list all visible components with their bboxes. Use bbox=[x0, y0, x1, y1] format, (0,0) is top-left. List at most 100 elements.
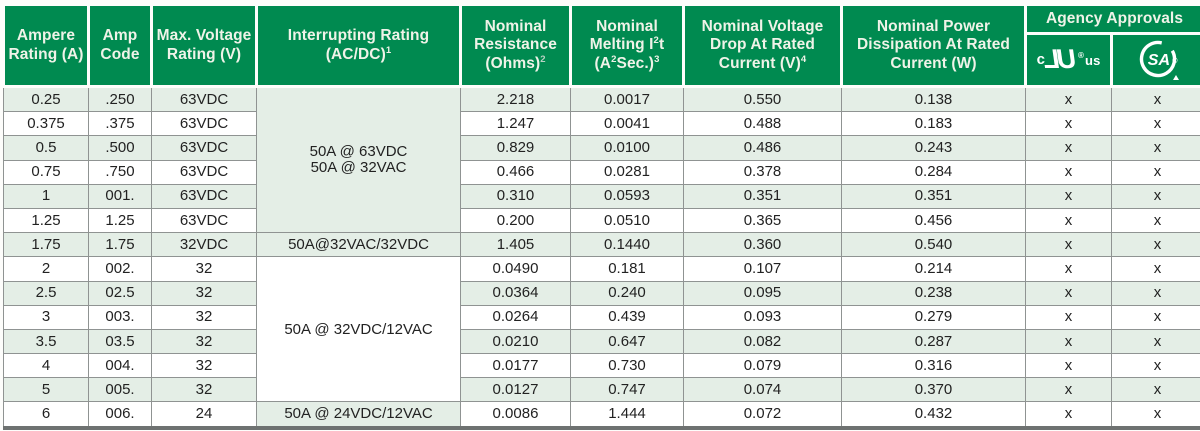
power-dissipation-cell: 0.284 bbox=[841, 159, 1026, 185]
power-dissipation-cell: 0.138 bbox=[841, 85, 1026, 113]
max-voltage-cell: 63VDC bbox=[151, 135, 257, 161]
resistance-cell: 0.0177 bbox=[460, 353, 571, 379]
csa-letters: SA bbox=[1147, 52, 1169, 69]
ul-recognized-icon: UL bbox=[1043, 43, 1079, 74]
interrupting-rating-cell: 50A@32VAC/32VDC bbox=[256, 232, 461, 258]
table-row: 1.25 1.25 63VDC 0.200 0.0510 0.365 0.456… bbox=[3, 207, 1200, 234]
power-dissipation-cell: 0.287 bbox=[841, 328, 1026, 355]
ul-approval-cell: x bbox=[1025, 377, 1112, 403]
max-voltage-cell: 63VDC bbox=[151, 111, 257, 137]
ul-approval-cell: x bbox=[1025, 207, 1112, 234]
melting-i2t-cell: 0.439 bbox=[570, 304, 684, 330]
amp-code-cell: 001. bbox=[88, 183, 152, 209]
col-header-nominal-melting-i2t: Nominal Melting I2t (A2Sec.)3 bbox=[569, 3, 685, 88]
resistance-cell: 0.0364 bbox=[460, 280, 571, 306]
ampere-cell: 1.25 bbox=[3, 207, 89, 234]
footnote-sup: 2 bbox=[540, 53, 546, 65]
max-voltage-cell: 32 bbox=[151, 353, 257, 379]
csa-approval-cell: x bbox=[1111, 183, 1200, 209]
table-row: 2 002. 32 50A @ 32VDC/12VAC 0.0490 0.181… bbox=[3, 256, 1200, 403]
table-row: 1 001. 63VDC 0.310 0.0593 0.351 0.351 x … bbox=[3, 183, 1200, 209]
ul-approval-cell: x bbox=[1025, 85, 1112, 113]
footnote-sup: 1 bbox=[385, 44, 392, 56]
voltage-drop-cell: 0.360 bbox=[683, 232, 842, 258]
interrupting-rating-cell: 50A @ 24VDC/12VAC bbox=[256, 401, 461, 429]
melting-i2t-cell: 0.0017 bbox=[570, 85, 684, 113]
table-row: 0.25 .250 63VDC 50A @ 63VDC 50A @ 32VAC … bbox=[3, 85, 1200, 234]
ampere-cell: 3.5 bbox=[3, 328, 89, 355]
amp-code-cell: .500 bbox=[88, 135, 152, 161]
table-row: 0.75 .750 63VDC 0.466 0.0281 0.378 0.284… bbox=[3, 159, 1200, 185]
voltage-drop-cell: 0.550 bbox=[683, 85, 842, 113]
header-text: t (A bbox=[594, 36, 665, 72]
header-text: Sec.) bbox=[616, 54, 655, 72]
table-row: 6 006. 24 50A @ 24VDC/12VAC 0.0086 1.444… bbox=[3, 401, 1200, 429]
col-header-amp-code: Amp Code bbox=[87, 3, 153, 88]
csa-approval-cell: x bbox=[1111, 232, 1200, 258]
footnote-sup: 3 bbox=[654, 53, 660, 65]
ampere-cell: 2.5 bbox=[3, 280, 89, 306]
csa-approval-cell: x bbox=[1111, 377, 1200, 403]
col-header-power-dissipation: Nominal Power Dissipation At Rated Curre… bbox=[840, 3, 1027, 88]
voltage-drop-cell: 0.079 bbox=[683, 353, 842, 379]
csa-approval-cell: x bbox=[1111, 256, 1200, 282]
power-dissipation-cell: 0.238 bbox=[841, 280, 1026, 306]
cul-us-logo: c UL ® us bbox=[1027, 43, 1110, 75]
ampere-cell: 5 bbox=[3, 377, 89, 403]
header-row: Ampere Rating (A) Amp Code Max. Voltage … bbox=[2, 3, 1200, 88]
ampere-cell: 0.75 bbox=[3, 159, 89, 185]
max-voltage-cell: 63VDC bbox=[151, 207, 257, 234]
footnote-sup: 2 bbox=[653, 35, 659, 47]
csa-approval-cell: x bbox=[1111, 85, 1200, 113]
ul-approval-cell: x bbox=[1025, 111, 1112, 137]
ul-approval-cell: x bbox=[1025, 304, 1112, 330]
max-voltage-cell: 32 bbox=[151, 377, 257, 403]
registered-mark-icon: ® bbox=[1078, 50, 1085, 60]
melting-i2t-cell: 0.747 bbox=[570, 377, 684, 403]
resistance-cell: 0.0127 bbox=[460, 377, 571, 403]
col-header-nominal-resistance: Nominal Resistance (Ohms)2 bbox=[459, 3, 572, 88]
resistance-cell: 2.218 bbox=[460, 85, 571, 113]
ul-approval-cell: x bbox=[1025, 159, 1112, 185]
table-row: 2.5 02.5 32 0.0364 0.240 0.095 0.238 x x bbox=[3, 280, 1200, 306]
ul-approval-cell: x bbox=[1025, 135, 1112, 161]
col-header-cul-us: c UL ® us bbox=[1024, 32, 1113, 88]
ampere-cell: 0.25 bbox=[3, 85, 89, 113]
max-voltage-cell: 32 bbox=[151, 280, 257, 306]
resistance-cell: 1.247 bbox=[460, 111, 571, 137]
csa-approval-cell: x bbox=[1111, 353, 1200, 379]
csa-approval-cell: x bbox=[1111, 159, 1200, 185]
voltage-drop-cell: 0.486 bbox=[683, 135, 842, 161]
melting-i2t-cell: 1.444 bbox=[570, 401, 684, 429]
power-dissipation-cell: 0.456 bbox=[841, 207, 1026, 234]
col-header-csa: SA ® bbox=[1110, 32, 1200, 88]
table-row: 1.75 1.75 32VDC 50A@32VAC/32VDC 1.405 0.… bbox=[3, 232, 1200, 258]
ampere-cell: 4 bbox=[3, 353, 89, 379]
max-voltage-cell: 32 bbox=[151, 328, 257, 355]
amp-code-cell: 1.75 bbox=[88, 232, 152, 258]
amp-code-cell: .750 bbox=[88, 159, 152, 185]
ampere-cell: 1 bbox=[3, 183, 89, 209]
table-row: 0.5 .500 63VDC 0.829 0.0100 0.486 0.243 … bbox=[3, 135, 1200, 161]
power-dissipation-cell: 0.370 bbox=[841, 377, 1026, 403]
voltage-drop-cell: 0.488 bbox=[683, 111, 842, 137]
max-voltage-cell: 63VDC bbox=[151, 183, 257, 209]
ampere-cell: 6 bbox=[3, 401, 89, 429]
amp-code-cell: 1.25 bbox=[88, 207, 152, 234]
resistance-cell: 0.310 bbox=[460, 183, 571, 209]
interrupting-rating-cell-group1: 50A @ 63VDC 50A @ 32VAC bbox=[256, 85, 461, 234]
voltage-drop-cell: 0.107 bbox=[683, 256, 842, 282]
power-dissipation-cell: 0.432 bbox=[841, 401, 1026, 429]
cul-us-label: us bbox=[1085, 53, 1101, 69]
resistance-cell: 0.0264 bbox=[460, 304, 571, 330]
resistance-cell: 0.0086 bbox=[460, 401, 571, 429]
resistance-cell: 0.466 bbox=[460, 159, 571, 185]
melting-i2t-cell: 0.0510 bbox=[570, 207, 684, 234]
amp-code-cell: 002. bbox=[88, 256, 152, 282]
col-header-max-voltage: Max. Voltage Rating (V) bbox=[150, 3, 258, 88]
col-header-voltage-drop: Nominal Voltage Drop At Rated Current (V… bbox=[682, 3, 843, 88]
melting-i2t-cell: 0.240 bbox=[570, 280, 684, 306]
csa-logo: SA ® bbox=[1113, 35, 1200, 85]
melting-i2t-cell: 0.0041 bbox=[570, 111, 684, 137]
